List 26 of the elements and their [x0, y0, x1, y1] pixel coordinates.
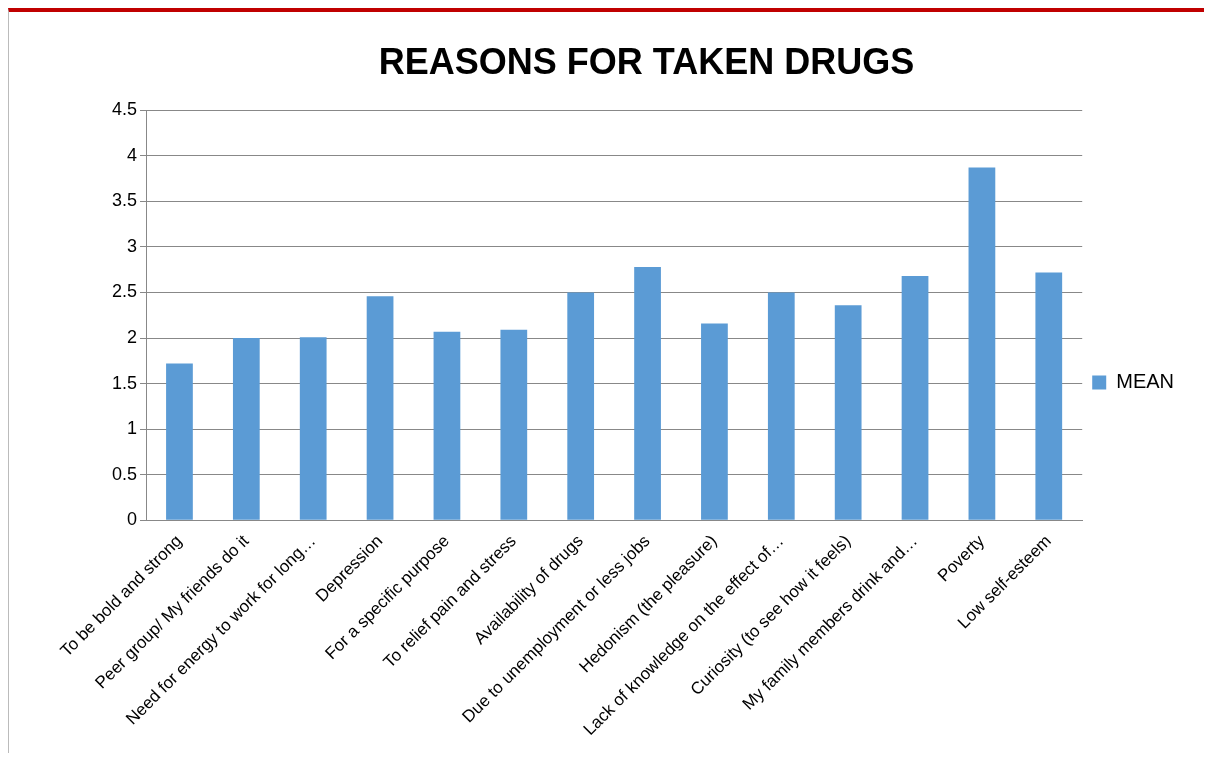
- bar: [701, 323, 728, 520]
- bar: [366, 296, 394, 520]
- bar: [901, 276, 929, 520]
- bar: [968, 167, 996, 520]
- y-tick-label: 3: [127, 235, 138, 256]
- bar: [500, 329, 528, 520]
- bar: [299, 337, 327, 520]
- y-tick-label: 4: [127, 144, 138, 165]
- legend-label: MEAN: [1116, 370, 1175, 393]
- bar: [567, 292, 595, 520]
- bar: [166, 363, 193, 520]
- y-tick-label: 3.5: [111, 190, 138, 211]
- bar: [834, 305, 862, 520]
- bar: [634, 266, 661, 520]
- y-tick-label: 1.5: [111, 372, 138, 393]
- bar: [767, 292, 795, 520]
- y-tick-label: 4.5: [111, 99, 138, 120]
- y-tick-label: 1: [127, 418, 138, 439]
- y-tick-label: 2: [127, 327, 138, 348]
- y-tick-label: 2.5: [111, 281, 138, 302]
- bar: [232, 338, 260, 520]
- bar: [433, 331, 461, 520]
- bar: [1035, 272, 1063, 520]
- y-tick-label: 0: [127, 509, 138, 530]
- y-tick-label: 0.5: [111, 463, 138, 484]
- chart-title: REASONS FOR TAKEN DRUGS: [378, 40, 915, 82]
